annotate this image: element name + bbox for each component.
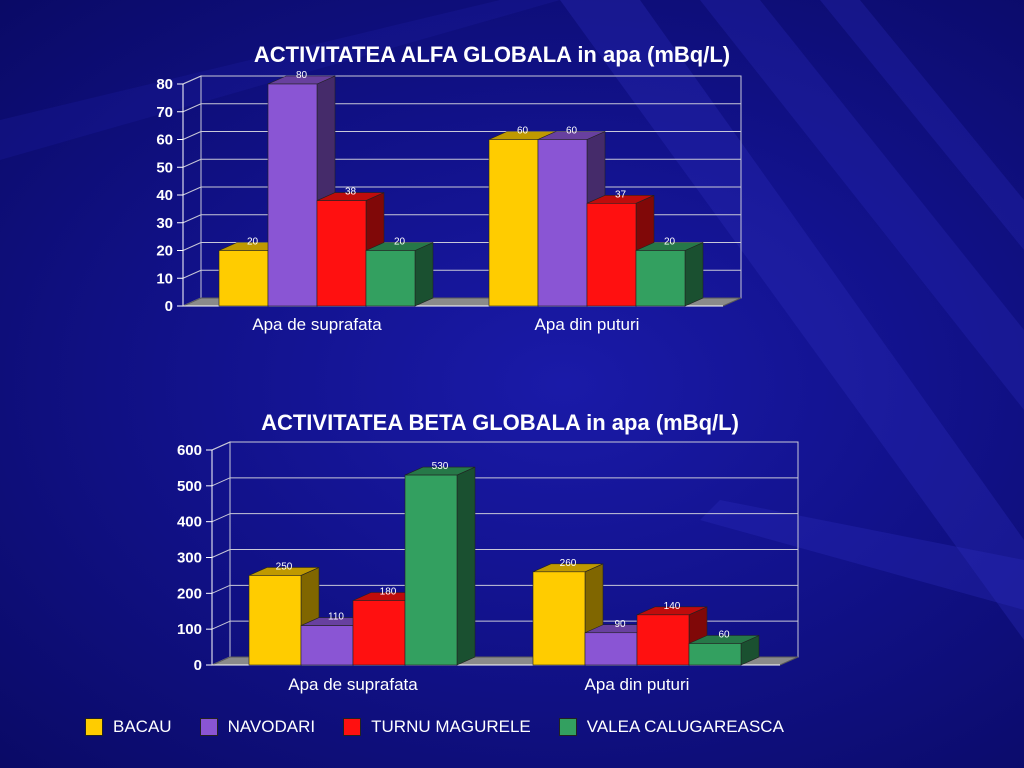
- data-label-beta-1-0: 260: [560, 558, 577, 569]
- legend-label-bacau: BACAU: [113, 717, 172, 736]
- y-tick-label-beta-0: 0: [194, 657, 202, 674]
- legend-swatch-turnu-magurele: [343, 718, 362, 736]
- bar-alfa-0-0: [218, 250, 269, 307]
- bar-beta-0-3: [404, 474, 458, 666]
- bar-alfa-1-3: [635, 250, 686, 307]
- bar-side-alfa-0-3: [414, 242, 434, 307]
- y-tick-label-beta-5: 500: [177, 478, 202, 495]
- grid-diag-beta-1: [211, 620, 231, 630]
- legend-item-valea-calugareasca: VALEA CALUGAREASCA: [558, 717, 784, 737]
- data-label-alfa-1-1: 60: [566, 126, 578, 137]
- legend-swatch-bacau: [85, 718, 103, 736]
- bar-alfa-0-1: [267, 83, 318, 307]
- x-tick-label-beta-0: Apa de suprafata: [288, 675, 418, 694]
- legend-item-turnu-magurele: TURNU MAGURELE: [343, 717, 531, 737]
- chart-title-alfa: ACTIVITATEA ALFA GLOBALA in apa (mBq/L): [253, 42, 731, 67]
- bar-side-beta-0-3: [456, 466, 476, 666]
- data-label-beta-0-1: 110: [328, 612, 344, 623]
- data-label-beta-1-1: 90: [614, 619, 626, 630]
- data-label-alfa-0-2: 38: [345, 187, 357, 198]
- grid-diag-beta-6: [211, 441, 231, 451]
- bar-beta-1-3: [688, 643, 742, 666]
- y-tick-label-alfa-8: 80: [156, 76, 173, 93]
- y-tick-label-beta-6: 600: [177, 442, 202, 459]
- bar-side-alfa-1-3: [684, 242, 704, 307]
- legend-label-navodari: NAVODARI: [227, 717, 316, 736]
- y-tick-label-alfa-6: 60: [156, 132, 173, 149]
- y-tick-label-alfa-4: 40: [156, 187, 173, 204]
- bar-alfa-1-2: [586, 203, 637, 307]
- y-tick-label-alfa-2: 20: [156, 243, 173, 260]
- grid-diag-alfa-4: [182, 186, 202, 196]
- bar-alfa-1-1: [537, 139, 588, 307]
- y-tick-label-beta-4: 400: [177, 514, 202, 531]
- data-label-alfa-0-1: 80: [296, 70, 308, 81]
- legend-item-navodari: NAVODARI: [199, 717, 316, 737]
- chart-title-beta: ACTIVITATEA BETA GLOBALA in apa (mBq/L): [261, 410, 739, 435]
- y-tick-label-beta-1: 100: [177, 621, 202, 638]
- data-label-alfa-0-3: 20: [394, 237, 406, 248]
- bar-beta-1-0: [532, 571, 586, 666]
- x-tick-label-alfa-0: Apa de suprafata: [252, 315, 382, 334]
- grid-diag-alfa-1: [182, 269, 202, 279]
- legend-item-bacau: BACAU: [85, 717, 172, 737]
- data-label-beta-0-3: 530: [432, 461, 449, 472]
- y-tick-label-beta-3: 300: [177, 550, 202, 567]
- bar-beta-0-1: [300, 625, 354, 666]
- bar-alfa-0-2: [316, 200, 367, 307]
- bar-beta-1-2: [636, 614, 690, 666]
- bar-beta-1-1: [584, 632, 638, 666]
- grid-diag-beta-4: [211, 513, 231, 523]
- y-tick-label-alfa-0: 0: [165, 298, 173, 315]
- grid-diag-beta-5: [211, 477, 231, 487]
- grid-diag-alfa-7: [182, 103, 202, 113]
- data-label-beta-0-0: 250: [276, 561, 293, 572]
- grid-diag-alfa-5: [182, 158, 202, 168]
- y-tick-label-alfa-7: 70: [156, 104, 173, 121]
- legend-label-valea-calugareasca: VALEA CALUGAREASCA: [586, 717, 784, 736]
- x-tick-label-beta-1: Apa din puturi: [585, 675, 690, 694]
- grid-diag-alfa-6: [182, 131, 202, 140]
- data-label-alfa-1-3: 20: [664, 237, 676, 248]
- y-tick-label-alfa-3: 30: [156, 215, 173, 232]
- data-label-beta-0-2: 180: [380, 587, 397, 598]
- data-label-beta-1-3: 60: [718, 630, 730, 641]
- legend-swatch-navodari: [199, 718, 218, 736]
- legend-label-turnu-magurele: TURNU MAGURELE: [371, 717, 531, 736]
- data-label-alfa-1-2: 37: [615, 189, 627, 200]
- y-tick-label-beta-2: 200: [177, 585, 202, 602]
- bar-alfa-1-0: [488, 139, 539, 307]
- grid-diag-alfa-2: [182, 242, 202, 251]
- bar-beta-0-2: [352, 600, 406, 666]
- data-label-alfa-0-0: 20: [247, 237, 259, 248]
- bar-beta-0-0: [248, 575, 302, 666]
- data-label-alfa-1-0: 60: [517, 126, 529, 137]
- x-tick-label-alfa-1: Apa din puturi: [535, 315, 640, 334]
- data-label-beta-1-2: 140: [664, 601, 681, 612]
- y-tick-label-alfa-1: 10: [156, 270, 173, 287]
- grid-diag-beta-2: [211, 584, 231, 594]
- y-tick-label-alfa-5: 50: [156, 159, 173, 176]
- grid-diag-alfa-8: [182, 75, 202, 85]
- grid-diag-alfa-3: [182, 214, 202, 224]
- grid-diag-beta-3: [211, 549, 231, 558]
- legend-swatch-valea-calugareasca: [558, 718, 577, 736]
- bar-alfa-0-3: [365, 250, 416, 307]
- legend: BACAU NAVODARI TURNU MAGURELE VALEA CALU…: [85, 716, 812, 738]
